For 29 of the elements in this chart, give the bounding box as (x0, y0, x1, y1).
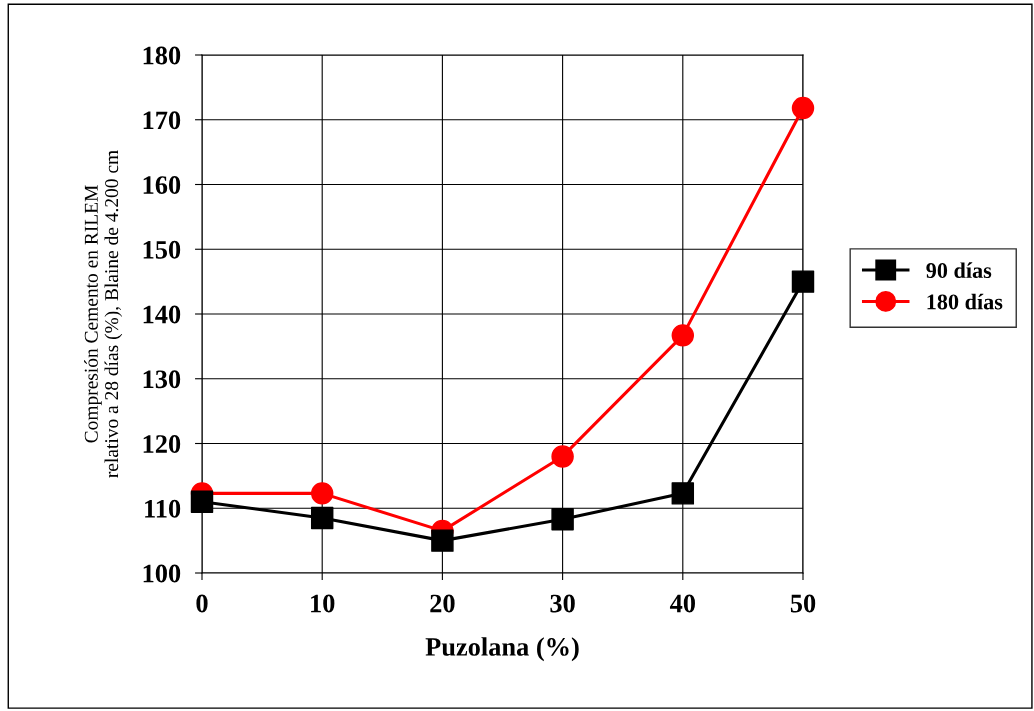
point (431, 529, 454, 552)
x-tick-label: 0 (196, 594, 208, 613)
y-tick-label: 130 (143, 370, 181, 389)
point (791, 270, 815, 293)
point (551, 508, 574, 531)
legend-label: 180 días (927, 293, 1003, 310)
x-tick-label: 10 (311, 594, 335, 613)
y-tick-label: 170 (143, 111, 181, 130)
point (671, 482, 695, 505)
point (551, 445, 574, 468)
point (190, 490, 214, 514)
y-tick-label: 150 (143, 240, 181, 259)
point (310, 482, 334, 505)
legend-label: 90 días (926, 262, 992, 279)
point (671, 324, 695, 347)
point (310, 506, 334, 530)
y-tick-label: 180 (143, 46, 181, 65)
x-tick-label: 50 (790, 594, 816, 613)
point (791, 96, 815, 120)
x-tick-label: 30 (550, 594, 575, 613)
y-tick-label: 160 (143, 176, 181, 194)
x-axis-title: Puzolana (%) (425, 637, 579, 662)
y-axis-title: Compresión Cemento en RILEM relativo a 28 días (%), Blaine de 4.200 cm (84, 150, 123, 478)
x-tick-label: 20 (430, 594, 455, 613)
x-tick-label: 40 (669, 594, 695, 613)
y-tick-label: 110 (145, 499, 181, 518)
y-tick-label: 140 (143, 305, 181, 324)
y-tick-label: 100 (143, 564, 181, 583)
y-tick-label: 120 (143, 435, 181, 453)
